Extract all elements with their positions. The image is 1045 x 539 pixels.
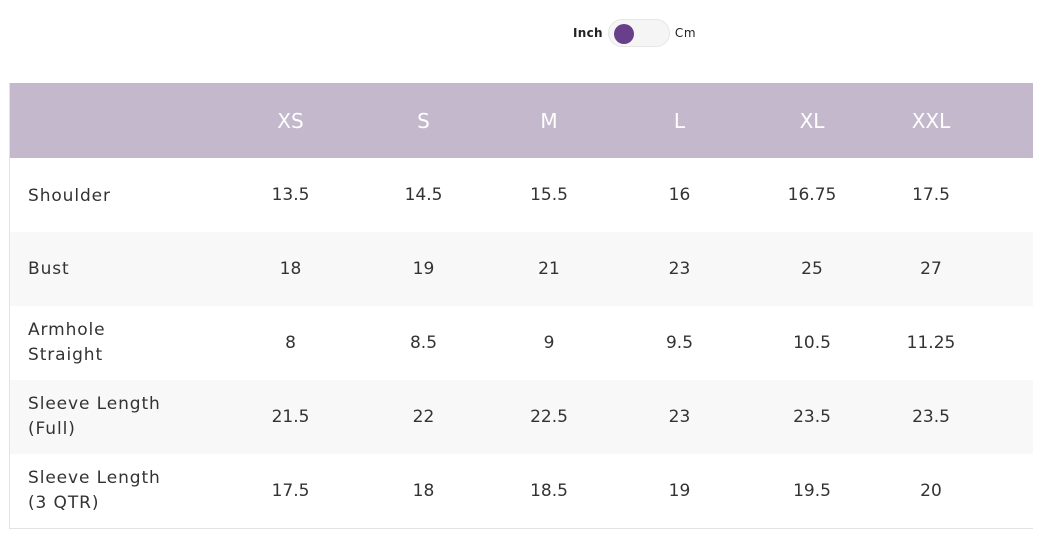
row-label-line: Bust	[28, 258, 70, 279]
row-label: Bust	[10, 232, 223, 306]
table-cell: 25	[801, 259, 823, 279]
header-cell-spacer	[988, 83, 1033, 158]
size-chart-table: XS S M L XL XXL Shoulder 13.5 14.5 15.5 …	[9, 83, 1033, 529]
table-cell: 16	[668, 185, 691, 205]
row-label: Shoulder	[10, 158, 223, 232]
header-cell-xl: XL	[799, 108, 825, 133]
table-cell: 9.5	[665, 333, 694, 353]
table-cell: 27	[920, 259, 942, 279]
table-cell: 19	[412, 259, 435, 279]
row-label: Sleeve Length (3 QTR)	[10, 454, 223, 528]
table-cell-spacer	[988, 380, 1033, 454]
unit-label-inch[interactable]: Inch	[573, 26, 603, 40]
table-cell: 23	[668, 259, 691, 279]
row-label-line: Sleeve Length	[28, 394, 161, 414]
table-cell: 8	[285, 333, 296, 353]
table-cell: 16.75	[787, 185, 837, 205]
header-cell-xxl: XXL	[911, 108, 951, 133]
table-cell: 14.5	[404, 185, 443, 205]
unit-switch[interactable]	[607, 19, 670, 47]
row-label-line: (Full)	[28, 419, 76, 439]
table-cell-spacer	[988, 306, 1033, 380]
table-cell: 18.5	[530, 480, 568, 501]
table-cell: 18	[279, 259, 302, 279]
table-cell: 11.25	[906, 333, 956, 353]
header-cell-empty	[10, 83, 223, 158]
table-cell: 17.5	[271, 480, 310, 501]
header-cell-l: L	[673, 108, 686, 133]
table-cell: 19.5	[793, 480, 831, 501]
table-cell: 22.5	[530, 407, 568, 427]
switch-knob	[613, 24, 634, 44]
row-label-line: Armhole	[28, 320, 106, 340]
table-cell-spacer	[988, 454, 1033, 528]
table-row: Bust 18 19 21 23 25 27	[9, 232, 1033, 306]
table-cell: 22	[412, 407, 435, 427]
table-cell: 23	[668, 407, 691, 427]
header-cell-s: S	[417, 108, 430, 133]
table-cell: 9	[543, 333, 555, 353]
row-label-line: Straight	[28, 345, 104, 365]
table-row: Armhole Straight 8 8.5 9 9.5 10.5 11.25	[9, 306, 1033, 380]
table-cell: 19	[668, 480, 691, 501]
table-row: Sleeve Length (Full) 21.5 22 22.5 23 23.…	[9, 380, 1033, 454]
table-cell: 21.5	[271, 407, 310, 427]
table-cell: 23.5	[912, 407, 950, 427]
table-cell: 8.5	[409, 333, 438, 353]
table-cell: 20	[920, 480, 942, 501]
header-cell-xs: XS	[277, 108, 304, 133]
header-cell-m: M	[540, 108, 558, 133]
table-cell: 23.5	[793, 407, 831, 427]
row-label: Armhole Straight	[10, 306, 223, 380]
unit-toggle: Inch Cm	[573, 19, 696, 47]
row-label: Sleeve Length (Full)	[10, 380, 223, 454]
unit-label-cm[interactable]: Cm	[674, 26, 697, 40]
table-cell: 18	[412, 480, 435, 501]
table-cell-spacer	[988, 232, 1033, 306]
table-row: Sleeve Length (3 QTR) 17.5 18 18.5 19 19…	[9, 454, 1033, 528]
table-cell: 15.5	[530, 185, 568, 205]
table-cell: 21	[538, 259, 560, 279]
table-row: Shoulder 13.5 14.5 15.5 16 16.75 17.5	[9, 158, 1033, 232]
row-label-line: (3 QTR)	[28, 492, 100, 513]
table-cell: 17.5	[912, 185, 950, 205]
table-cell: 13.5	[271, 185, 310, 205]
size-header-row: XS S M L XL XXL	[9, 83, 1033, 158]
table-cell-spacer	[988, 158, 1033, 232]
table-cell: 10.5	[793, 333, 831, 353]
row-label-line: Shoulder	[28, 186, 111, 206]
row-label-line: Sleeve Length	[28, 467, 161, 488]
